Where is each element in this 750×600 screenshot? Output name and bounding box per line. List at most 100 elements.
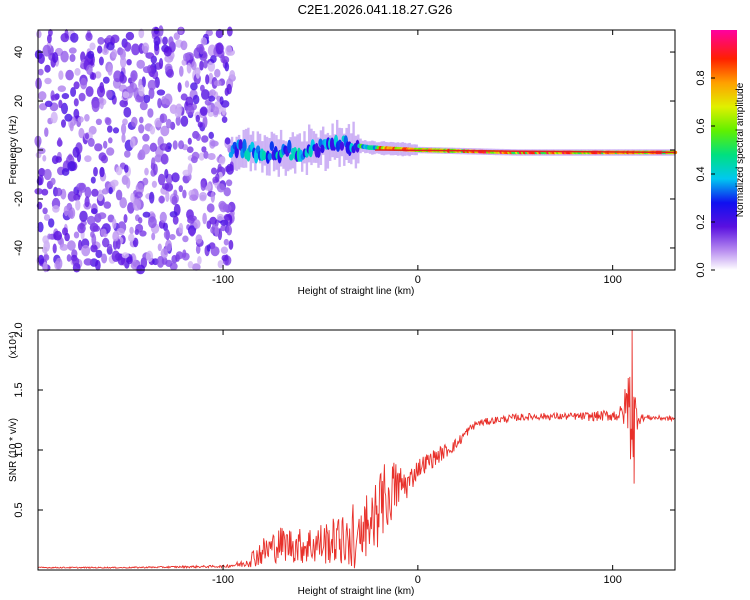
spectrogram-noise-blob	[180, 93, 188, 101]
spectrogram-noise-blob	[67, 240, 76, 251]
spectrogram-noise-blob	[90, 244, 98, 253]
spectrogram-noise-blob	[108, 187, 113, 195]
spectrogram-noise-blob	[57, 85, 66, 92]
spectrogram-noise-blob	[48, 218, 55, 228]
spectrogram-noise-blob	[193, 219, 201, 229]
spectrogram-halo	[247, 127, 250, 160]
spectrogram-noise-blob	[185, 96, 194, 108]
spectrogram-noise-blob	[48, 29, 53, 37]
spectrogram-noise-blob	[221, 254, 229, 262]
spectrogram-noise-blob	[69, 54, 76, 62]
spectrogram-noise-blob	[197, 121, 203, 128]
spectrogram-noise-blob	[224, 137, 231, 145]
spectrogram-noise-blob	[43, 214, 51, 221]
snr-scale-label: (x10⁴)	[8, 331, 19, 358]
spectrogram-noise-blob	[97, 189, 104, 202]
spectrogram-noise-blob	[221, 100, 230, 108]
spectrogram-noise-blob	[52, 52, 59, 63]
spectrogram-noise-blob	[129, 137, 136, 149]
spectrogram-halo	[303, 131, 306, 164]
spectrogram-noise-blob	[149, 191, 155, 204]
spectrogram-noise-blob	[61, 119, 66, 128]
spectrogram-noise-blob	[215, 42, 224, 55]
spectrogram-noise-blob	[61, 93, 70, 100]
spectrogram-noise-blob	[165, 239, 172, 252]
spectrogram-noise-blob	[67, 191, 77, 202]
spectrogram-noise-blob	[121, 133, 126, 143]
spectrogram-noise-blob	[229, 70, 236, 80]
spectrogram-peak-line	[374, 149, 676, 154]
spectrogram-noise-blob	[108, 137, 113, 144]
spectrogram-noise-blob	[127, 202, 135, 214]
spectrogram-noise-blob	[186, 146, 194, 153]
spectrogram-panel: -100 0 100 -40 -20 0 20 40 Height of straight l…	[8, 25, 678, 297]
spectrogram-noise-blob	[84, 186, 92, 199]
spectrogram-noise-blob	[94, 71, 102, 79]
spectrogram-noise-blob	[112, 239, 118, 250]
spectrogram-noise-blob	[123, 214, 128, 223]
spectrogram-noise-blob	[44, 64, 51, 73]
snr-y-label: SNR (10 * v/v)	[8, 418, 19, 482]
spectrogram-noise-blob	[38, 254, 45, 265]
spectrogram-noise-blob	[171, 172, 180, 183]
spectrogram-noise-blob	[199, 60, 204, 71]
spectrogram-noise-blob	[165, 118, 172, 129]
spectrogram-noise-blob	[210, 246, 220, 257]
spectrogram-noise-blob	[64, 113, 73, 122]
spectrogram-noise-blob	[73, 81, 80, 90]
spectrogram-noise-blob	[225, 45, 233, 56]
spectrogram-noise-blob	[182, 249, 187, 258]
spectrogram-noise-blob	[120, 56, 127, 68]
spectrogram-noise-blob	[223, 187, 231, 197]
spectrogram-halo	[296, 134, 299, 161]
spectrogram-noise-blob	[61, 102, 68, 115]
spectrogram-noise-blob	[86, 215, 96, 226]
spectrogram-noise-blob	[91, 188, 99, 197]
spectrogram-halo	[284, 141, 287, 176]
spectrogram-y-tick-label: 20	[13, 95, 25, 107]
spectrogram-noise-blob	[39, 103, 48, 111]
spectrogram-noise-blob	[38, 91, 47, 101]
spectrogram-halo	[308, 124, 311, 163]
spectrogram-noise-blob	[83, 258, 93, 266]
spectrogram-noise-blob	[51, 94, 59, 101]
spectrogram-noise-blob	[202, 212, 207, 225]
spectrogram-halo	[263, 135, 266, 166]
spectrogram-noise-blob	[211, 167, 217, 175]
spectrogram-noise-blob	[60, 50, 69, 63]
spectrogram-noise-blob	[226, 26, 233, 37]
spectrogram-noise-blob	[178, 222, 184, 234]
spectrogram-noise-blob	[102, 76, 110, 84]
spectrogram-x-tick-label: 0	[415, 274, 421, 286]
spectrogram-noise-blob	[210, 140, 219, 147]
spectrogram-noise-blob	[191, 151, 200, 160]
spectrogram-noise-blob	[92, 225, 101, 232]
spectrogram-noise-blob	[58, 99, 63, 109]
spectrogram-noise-blob	[215, 173, 220, 183]
spectrogram-noise-blob	[200, 37, 208, 46]
spectrogram-signal-cell	[267, 152, 272, 161]
spectrogram-noise-blob	[206, 220, 212, 229]
spectrogram-noise-blob	[85, 86, 94, 97]
spectrogram-noise-blob	[199, 192, 207, 200]
spectrogram-noise-blob	[96, 85, 106, 98]
spectrogram-noise-blob	[80, 77, 88, 90]
spectrogram-noise-blob	[36, 30, 42, 39]
spectrogram-noise-blob	[98, 56, 104, 66]
spectrogram-noise-blob	[156, 89, 166, 96]
figure-title: C2E1.2026.041.18.27.G26	[298, 2, 453, 17]
spectrogram-noise-blob	[208, 95, 216, 102]
spectrogram-halo	[233, 143, 236, 170]
spectrogram-noise-blob	[52, 205, 60, 213]
spectrogram-noise-blob	[224, 62, 230, 72]
spectrogram-noise-blob	[75, 199, 81, 211]
spectrogram-noise-blob	[72, 257, 80, 266]
spectrogram-noise-blob	[98, 96, 104, 104]
spectrogram-noise-blob	[72, 146, 80, 158]
spectrogram-noise-blob	[206, 203, 215, 213]
spectrogram-signal-cell	[269, 141, 274, 152]
spectrogram-noise-blob	[57, 137, 62, 147]
spectrogram-noise-blob	[222, 204, 232, 213]
spectrogram-noise-blob	[226, 163, 234, 175]
spectrogram-noise-blob	[90, 231, 95, 238]
